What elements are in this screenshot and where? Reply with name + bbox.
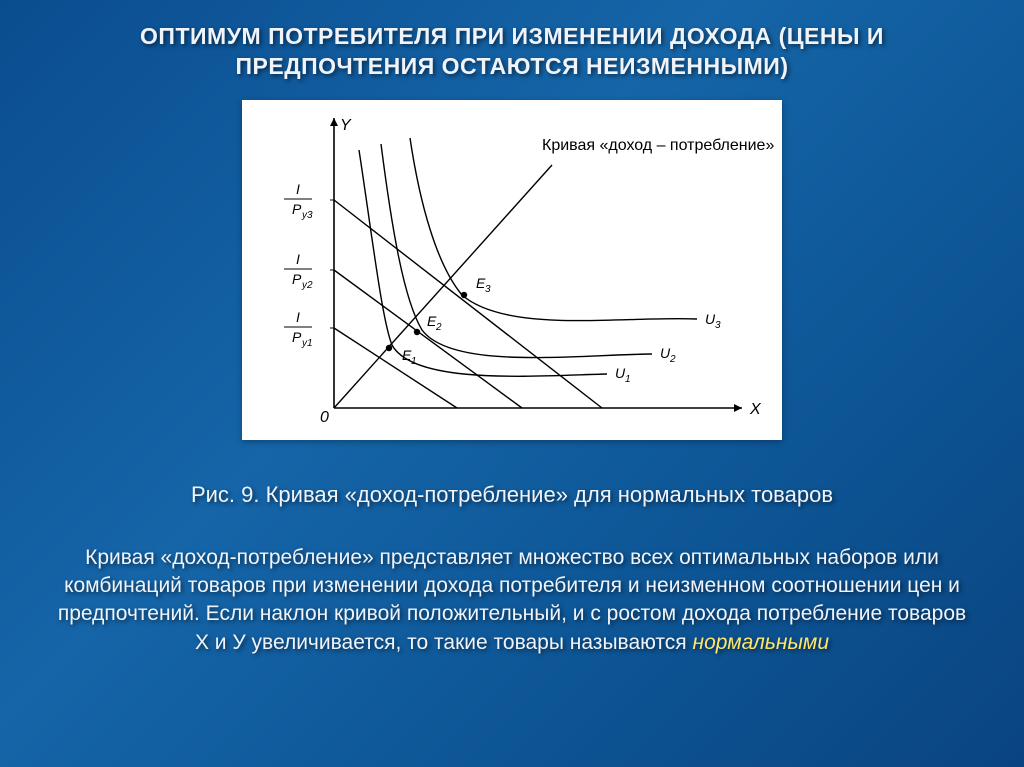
svg-text:y1: y1 — [301, 338, 313, 349]
svg-text:y3: y3 — [301, 210, 313, 221]
svg-text:2: 2 — [669, 354, 676, 365]
svg-text:P: P — [292, 201, 302, 217]
svg-text:3: 3 — [485, 284, 491, 295]
svg-text:X: X — [749, 401, 762, 418]
svg-text:I: I — [296, 309, 300, 325]
slide-title: ОПТИМУМ ПОТРЕБИТЕЛЯ ПРИ ИЗМЕНЕНИИ ДОХОДА… — [140, 22, 884, 82]
svg-text:Кривая «доход – потребление»: Кривая «доход – потребление» — [542, 137, 774, 154]
body-emphasis: нормальными — [693, 631, 830, 654]
svg-text:I: I — [296, 251, 300, 267]
svg-text:0: 0 — [320, 409, 329, 426]
svg-text:Y: Y — [340, 117, 352, 134]
chart-container: YX0IPy3IPy2IPy1U1U2U3E1E2E3Кривая «доход… — [242, 100, 782, 440]
svg-text:2: 2 — [435, 322, 442, 333]
svg-text:P: P — [292, 329, 302, 345]
body-paragraph: Кривая «доход-потребление» представляет … — [48, 544, 976, 657]
svg-text:y2: y2 — [301, 280, 313, 291]
svg-text:3: 3 — [715, 320, 721, 331]
title-line-1: ОПТИМУМ ПОТРЕБИТЕЛЯ ПРИ ИЗМЕНЕНИИ ДОХОДА… — [140, 23, 884, 49]
svg-text:1: 1 — [625, 374, 631, 385]
svg-text:P: P — [292, 271, 302, 287]
chart-svg: YX0IPy3IPy2IPy1U1U2U3E1E2E3Кривая «доход… — [242, 100, 782, 440]
svg-text:I: I — [296, 181, 300, 197]
slide: ОПТИМУМ ПОТРЕБИТЕЛЯ ПРИ ИЗМЕНЕНИИ ДОХОДА… — [0, 0, 1024, 767]
body-plain: Кривая «доход-потребление» представляет … — [58, 546, 966, 654]
title-line-2: ПРЕДПОЧТЕНИЯ ОСТАЮТСЯ НЕИЗМЕННЫМИ) — [236, 53, 789, 79]
figure-caption: Рис. 9. Кривая «доход-потребление» для н… — [191, 482, 833, 508]
svg-text:1: 1 — [411, 356, 417, 367]
